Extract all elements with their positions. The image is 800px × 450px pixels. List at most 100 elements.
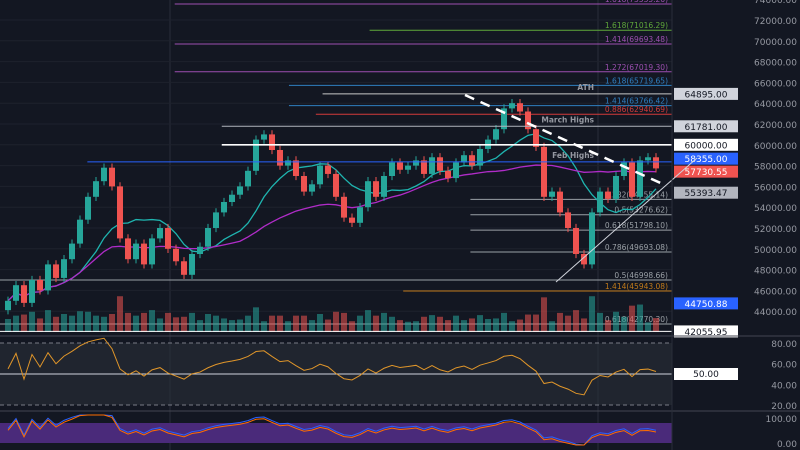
fib-level-label: 1.414(63766.42) (605, 97, 668, 106)
price-tick-label: 62000.00 (754, 121, 797, 131)
candle-body (53, 264, 59, 278)
volume-bar (277, 315, 283, 332)
candle-body (109, 167, 115, 187)
candle-body (213, 212, 219, 228)
volume-bar (333, 311, 339, 332)
candle-body (437, 157, 443, 171)
rsi-tick-label: 40.00 (771, 381, 797, 391)
price-tag (674, 138, 738, 151)
price-tag (674, 87, 738, 100)
candle-body (5, 300, 11, 311)
volume-bar (573, 310, 579, 332)
volume-bar (101, 316, 107, 332)
volume-bar (269, 315, 275, 332)
candle-body (13, 285, 19, 301)
price-tag (674, 186, 738, 199)
rsi-tick-label: 80.00 (771, 340, 797, 350)
fib-level-label: 0.618(51798.10) (605, 221, 668, 230)
volume-bar (61, 314, 67, 332)
stoch-tick-label: 100.00 (766, 415, 798, 425)
candle-body (93, 181, 99, 197)
price-tag-label: 64895.00 (685, 90, 728, 100)
fib-level-label: 0.886(62940.69) (605, 105, 668, 114)
price-tag (674, 325, 738, 338)
volume-bar (21, 314, 27, 332)
price-tag (674, 165, 738, 178)
candle-body (525, 111, 531, 130)
candle-body (541, 146, 547, 197)
candle-body (221, 202, 227, 213)
candle-body (197, 246, 203, 254)
candle-body (429, 157, 435, 174)
rsi-level-label: 50.00 (693, 370, 719, 380)
candle-body (373, 181, 379, 197)
candle-body (293, 160, 299, 176)
candle-body (205, 228, 211, 247)
stoch-k-line (7, 414, 657, 446)
volume-bar (621, 316, 627, 332)
volume-bar (317, 314, 323, 332)
fib-level-label: 1.618(71016.29) (605, 21, 668, 30)
volume-bar (117, 296, 123, 332)
candle-body (269, 134, 275, 150)
candle-body (517, 103, 523, 112)
price-tick-label: 60000.00 (754, 142, 797, 152)
volume-bar (525, 314, 531, 332)
volume-bar (493, 318, 499, 332)
price-tick-label: 64000.00 (754, 100, 797, 110)
price-tick-label: 48000.00 (754, 267, 797, 277)
volume-bar (349, 321, 355, 332)
volume-bar (549, 321, 555, 332)
volume-bar (445, 320, 451, 332)
volume-bar (245, 315, 251, 332)
candle-body (605, 191, 611, 199)
volume-bar (365, 310, 371, 332)
volume-bar (165, 312, 171, 332)
candle-body (141, 243, 147, 265)
candle-body (189, 254, 195, 275)
price-tag-label: 42055.95 (685, 328, 728, 338)
candle-body (301, 176, 307, 192)
volume-bar (29, 311, 35, 332)
rsi-tick-label: 60.00 (771, 361, 797, 371)
volume-bar (181, 316, 187, 332)
candle-body (149, 238, 155, 265)
volume-bar (229, 320, 235, 332)
rsi-tick-label: 20.00 (771, 402, 797, 412)
fib-level-label: 1.414(45943.08) (605, 282, 668, 291)
downtrend-line (464, 93, 666, 187)
volume-bar (357, 315, 363, 332)
volume-bar (429, 315, 435, 332)
candle-body (133, 243, 139, 260)
candle-body (181, 261, 187, 275)
price-tag-label: 61781.00 (685, 123, 728, 133)
volume-bar (77, 311, 83, 332)
fib-level-label: 0.5(46998.66) (614, 271, 668, 280)
volume-bar (469, 318, 475, 332)
volume-bar (125, 312, 131, 332)
level-label: March Highs (541, 115, 594, 124)
volume-bar (157, 318, 163, 332)
volume-bar (141, 312, 147, 332)
volume-bar (325, 319, 331, 332)
candle-body (229, 194, 235, 202)
candle-body (645, 157, 651, 161)
volume-bar (645, 322, 651, 332)
candle-body (45, 264, 51, 291)
candle-body (277, 150, 283, 166)
candle-body (325, 165, 331, 174)
fib-level-label: 1.414(69693.48) (605, 35, 668, 44)
volume-bar (509, 321, 515, 332)
price-tick-label: 66000.00 (754, 79, 797, 89)
volume-bar (397, 320, 403, 332)
moving-average-fast (7, 133, 657, 302)
volume-bar (501, 312, 507, 332)
candle-body (61, 259, 67, 278)
volume-bar (381, 312, 387, 332)
candle-body (653, 157, 659, 169)
stoch-d-line (7, 414, 657, 446)
price-tick-label: 74000.00 (754, 0, 797, 6)
volume-bar (413, 321, 419, 332)
